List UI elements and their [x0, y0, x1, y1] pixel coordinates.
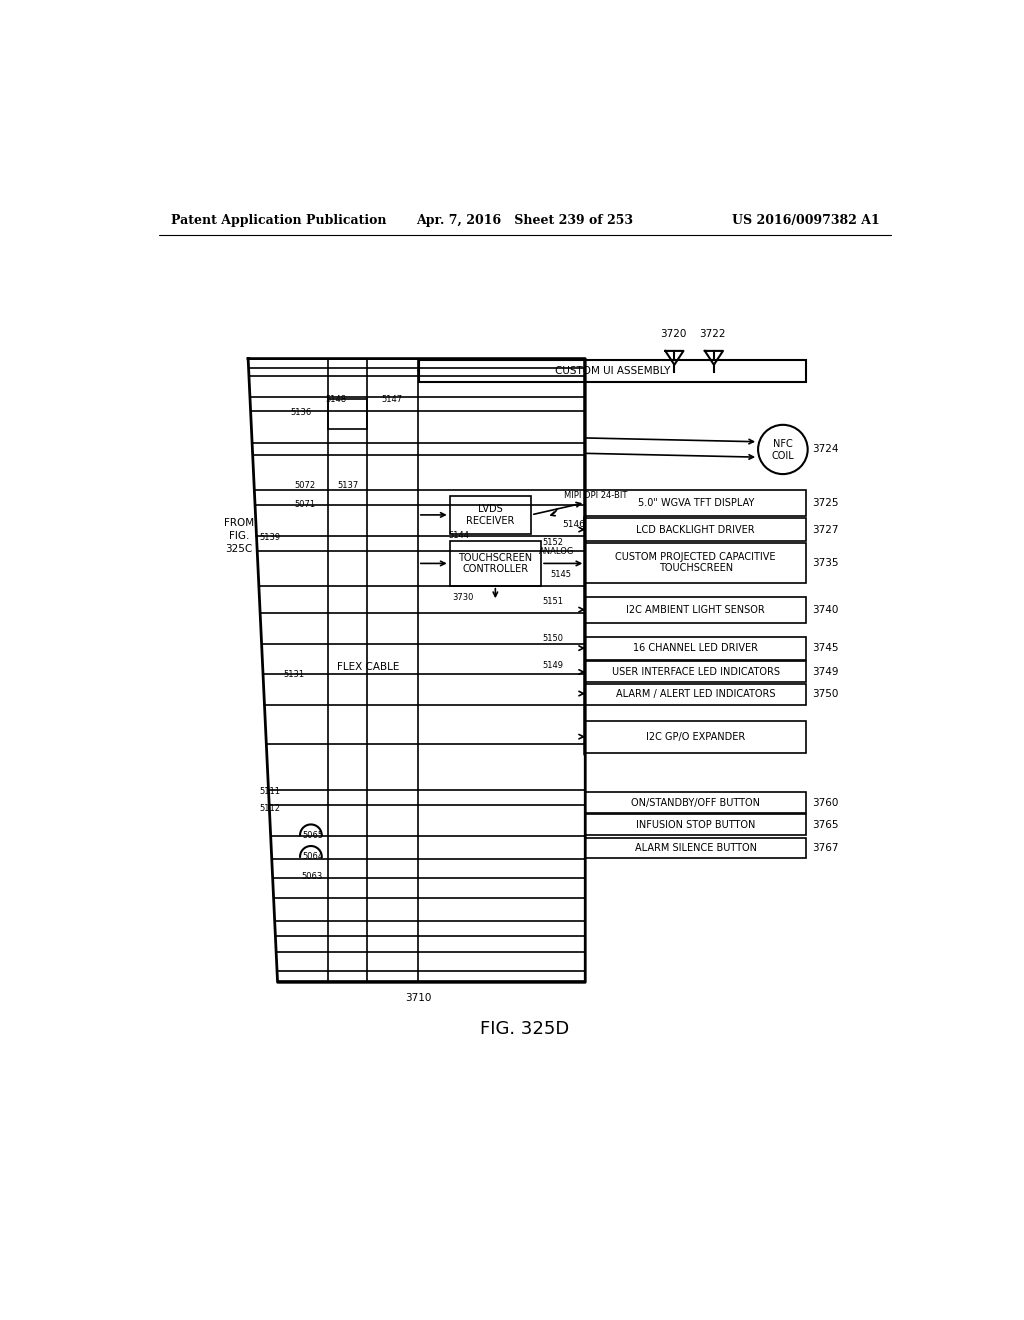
Text: MIPI DPI 24-BIT: MIPI DPI 24-BIT: [563, 491, 627, 500]
Text: 5136: 5136: [291, 408, 312, 417]
Text: 16 CHANNEL LED DRIVER: 16 CHANNEL LED DRIVER: [633, 643, 758, 653]
Text: CUSTOM PROJECTED CAPACITIVE
TOUCHSCREEN: CUSTOM PROJECTED CAPACITIVE TOUCHSCREEN: [615, 552, 776, 573]
Text: ON/STANDBY/OFF BUTTON: ON/STANDBY/OFF BUTTON: [631, 797, 760, 808]
Text: 3710: 3710: [404, 993, 431, 1003]
Text: US 2016/0097382 A1: US 2016/0097382 A1: [732, 214, 880, 227]
Text: 5148: 5148: [326, 395, 346, 404]
Text: 3730: 3730: [452, 593, 473, 602]
Text: 5147: 5147: [381, 395, 402, 404]
Text: ALARM / ALERT LED INDICATORS: ALARM / ALERT LED INDICATORS: [616, 689, 775, 700]
Text: 5071: 5071: [295, 500, 315, 510]
Text: I2C GP/O EXPANDER: I2C GP/O EXPANDER: [646, 731, 745, 742]
Text: 5065: 5065: [302, 832, 323, 841]
Text: 3740: 3740: [812, 605, 839, 615]
Text: 5144: 5144: [449, 531, 469, 540]
Text: I2C AMBIENT LIGHT SENSOR: I2C AMBIENT LIGHT SENSOR: [627, 605, 765, 615]
Bar: [586, 684, 806, 705]
Text: FLEX CABLE: FLEX CABLE: [337, 661, 399, 672]
Text: 3725: 3725: [812, 498, 839, 508]
Text: 5063: 5063: [302, 873, 324, 882]
Bar: [586, 814, 806, 836]
Bar: [586, 490, 806, 516]
Text: LCD BACKLIGHT DRIVER: LCD BACKLIGHT DRIVER: [636, 524, 755, 535]
Text: COIL: COIL: [771, 451, 795, 462]
Text: 3727: 3727: [812, 524, 839, 535]
Text: 5139: 5139: [260, 533, 281, 541]
Bar: [450, 541, 541, 586]
Bar: [586, 792, 806, 813]
Text: 3724: 3724: [812, 445, 839, 454]
Text: 5152: 5152: [543, 539, 563, 546]
Text: 5111: 5111: [260, 787, 281, 796]
Text: ANALOG: ANALOG: [539, 546, 574, 556]
Text: 3720: 3720: [660, 329, 687, 339]
Text: 3745: 3745: [812, 643, 839, 653]
Text: INFUSION STOP BUTTON: INFUSION STOP BUTTON: [636, 820, 756, 830]
Bar: [586, 721, 806, 752]
Text: 5131: 5131: [283, 669, 304, 678]
Bar: [450, 496, 531, 535]
Bar: [586, 661, 806, 682]
Text: Patent Application Publication: Patent Application Publication: [171, 214, 386, 227]
Text: Apr. 7, 2016   Sheet 239 of 253: Apr. 7, 2016 Sheet 239 of 253: [417, 214, 633, 227]
Text: 5112: 5112: [260, 804, 281, 813]
Text: 5.0" WGVA TFT DISPLAY: 5.0" WGVA TFT DISPLAY: [638, 498, 754, 508]
Text: 5150: 5150: [543, 635, 563, 643]
Text: FIG. 325D: FIG. 325D: [480, 1019, 569, 1038]
Text: 3749: 3749: [812, 667, 839, 677]
Text: 3760: 3760: [812, 797, 839, 808]
Text: ALARM SILENCE BUTTON: ALARM SILENCE BUTTON: [635, 843, 757, 853]
Text: FROM
FIG.
325C: FROM FIG. 325C: [224, 517, 254, 554]
Bar: [328, 400, 367, 429]
Text: LVDS
RECEIVER: LVDS RECEIVER: [466, 504, 514, 525]
Text: 5064: 5064: [302, 853, 323, 861]
Text: 5145: 5145: [550, 570, 571, 578]
Text: 3767: 3767: [812, 843, 839, 853]
Bar: [586, 597, 806, 623]
Bar: [586, 543, 806, 582]
Bar: [586, 636, 806, 660]
Text: 3765: 3765: [812, 820, 839, 830]
Text: TOUCHSCREEN
CONTROLLER: TOUCHSCREEN CONTROLLER: [459, 553, 532, 574]
Bar: [586, 838, 806, 858]
Bar: [419, 360, 806, 381]
Bar: [586, 517, 806, 541]
Text: 5146: 5146: [562, 520, 585, 528]
Text: USER INTERFACE LED INDICATORS: USER INTERFACE LED INDICATORS: [611, 667, 779, 677]
Text: CUSTOM UI ASSEMBLY: CUSTOM UI ASSEMBLY: [555, 366, 670, 376]
Text: NFC: NFC: [773, 440, 793, 449]
Text: 3735: 3735: [812, 557, 839, 568]
Text: 5137: 5137: [337, 482, 358, 490]
Text: 5151: 5151: [543, 598, 563, 606]
Text: 3722: 3722: [699, 329, 726, 339]
Text: 5149: 5149: [543, 660, 563, 669]
Text: 5072: 5072: [295, 482, 315, 490]
Text: 3750: 3750: [812, 689, 839, 700]
